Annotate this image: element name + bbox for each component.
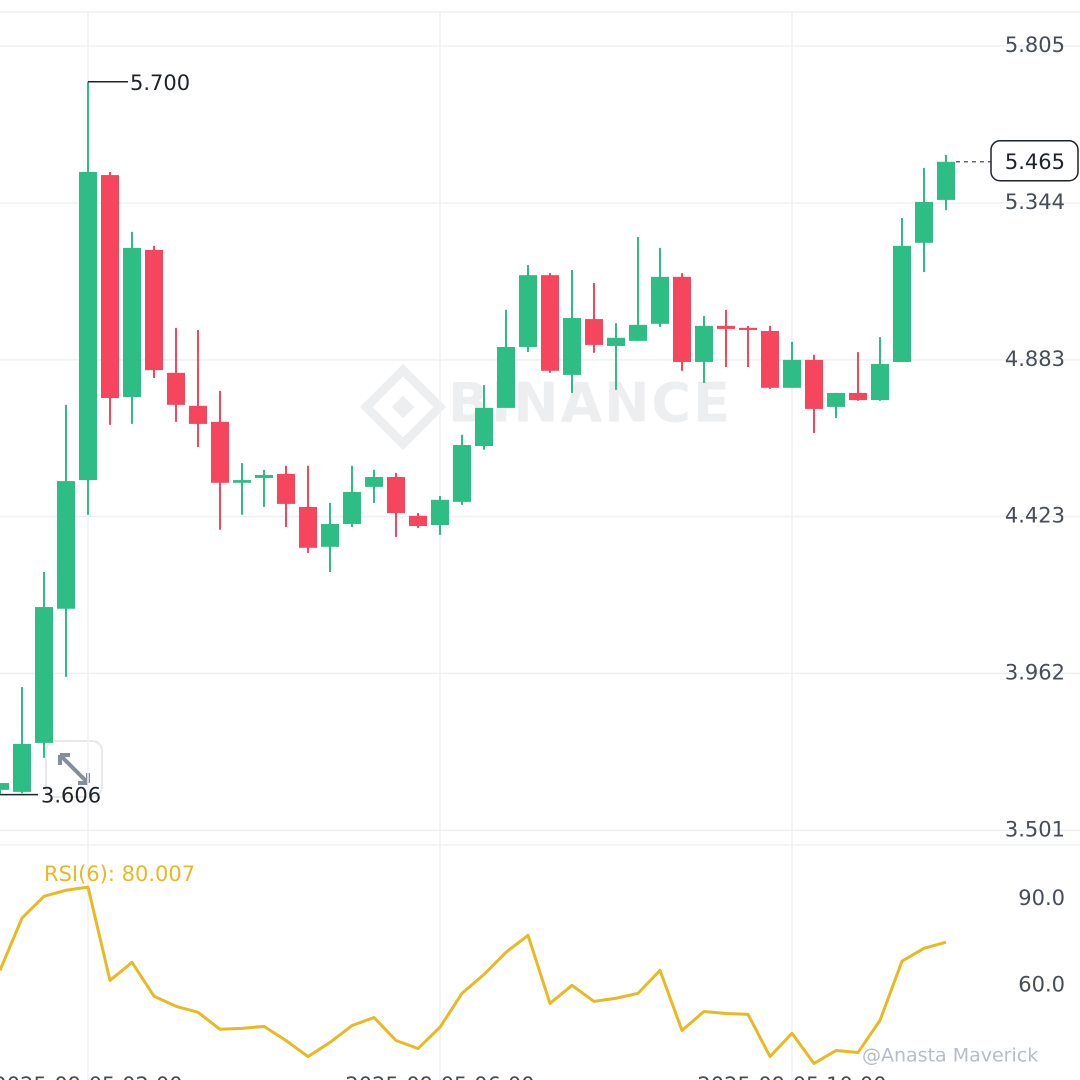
watermark-group: BINANCE xyxy=(359,363,732,451)
candle-body xyxy=(167,372,185,405)
candle-body xyxy=(79,171,97,481)
candle-body xyxy=(277,473,295,504)
candle-body xyxy=(321,523,339,547)
y-tick-label: 60.0 xyxy=(1018,972,1065,996)
y-tick-label: 4.883 xyxy=(1005,347,1065,371)
watermark-text: BINANCE xyxy=(448,372,732,435)
expand-icon[interactable] xyxy=(58,753,90,785)
rsi-label: RSI(6): 80.007 xyxy=(44,862,195,886)
last-price-label: 5.465 xyxy=(1005,150,1065,174)
candle-body xyxy=(475,407,493,447)
candle-body xyxy=(255,474,273,479)
candle-body xyxy=(607,337,625,346)
y-tick-label: 90.0 xyxy=(1018,886,1065,910)
candle-body xyxy=(629,324,647,341)
low-marker-label: 3.606 xyxy=(41,784,101,808)
x-tick-label: 2025-09-05 06:00 xyxy=(345,1073,534,1080)
watermark-logo xyxy=(359,363,447,451)
candle-body xyxy=(915,201,933,243)
candle-body xyxy=(585,319,603,345)
candle-body xyxy=(497,346,515,408)
rsi-line xyxy=(0,885,947,1065)
candle-body xyxy=(893,245,911,362)
candle-body xyxy=(783,359,801,388)
credit: @Anasta Maverick xyxy=(862,1045,1038,1067)
candle-body xyxy=(805,359,823,409)
candle-body xyxy=(299,506,317,548)
candle-body xyxy=(123,247,141,398)
candle-body xyxy=(717,325,735,329)
candle-body xyxy=(211,421,229,483)
logo-shape xyxy=(359,363,447,451)
candle-body xyxy=(365,477,383,487)
candle-body xyxy=(739,327,757,330)
candle-body xyxy=(519,275,537,347)
candle-body xyxy=(695,325,713,362)
candle-body xyxy=(937,161,955,200)
candle-body xyxy=(827,392,845,407)
y-tick-label: 4.423 xyxy=(1005,503,1065,527)
candle-body xyxy=(13,743,31,792)
candle-body xyxy=(57,481,75,609)
candle-body xyxy=(343,491,361,524)
high-marker-label: 5.700 xyxy=(130,71,190,95)
y-tick-label: 5.344 xyxy=(1005,190,1065,214)
candle-body xyxy=(541,275,559,371)
candle-body xyxy=(453,445,471,502)
candle-body xyxy=(761,330,779,388)
logo-shape xyxy=(391,395,415,419)
candle-body xyxy=(0,783,9,790)
candle-body xyxy=(189,405,207,424)
x-tick-label: 2025-09-05 10:00 xyxy=(697,1073,886,1080)
candle-body xyxy=(563,318,581,375)
y-tick-label: 3.962 xyxy=(1005,660,1065,684)
last-price-box xyxy=(990,140,1079,182)
candle-body xyxy=(409,515,427,527)
candle-body xyxy=(233,480,251,483)
y-tick-label: 3.501 xyxy=(1005,817,1065,841)
candle-body xyxy=(849,392,867,401)
candle-body xyxy=(431,499,449,526)
candle-body xyxy=(871,363,889,401)
candle-body xyxy=(101,175,119,399)
candle-body xyxy=(673,276,691,362)
candle-body xyxy=(387,477,405,514)
candle-body xyxy=(651,276,669,324)
candle-body xyxy=(145,249,163,371)
x-tick-label: 2025-09-05 02:00 xyxy=(0,1073,183,1080)
candle-body xyxy=(35,607,53,743)
y-tick-label: 5.805 xyxy=(1005,33,1065,57)
